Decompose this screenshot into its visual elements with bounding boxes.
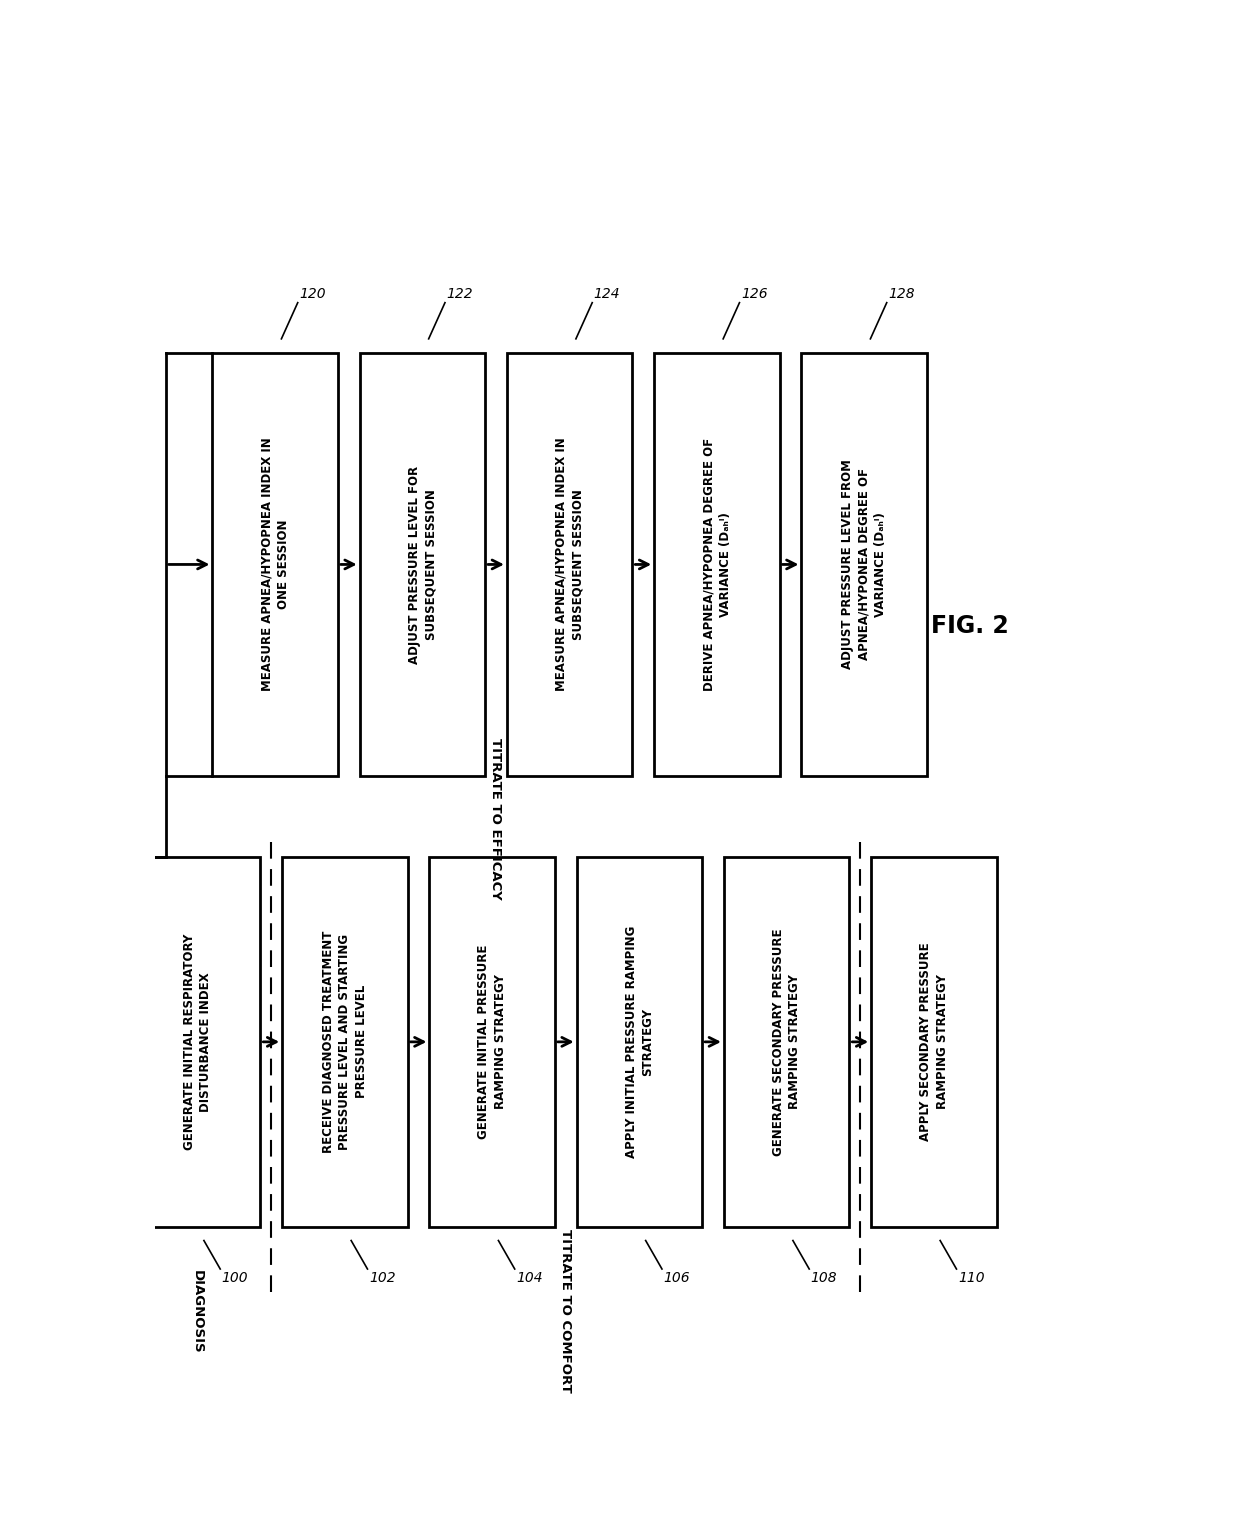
Text: 104: 104 bbox=[516, 1270, 543, 1284]
Text: 126: 126 bbox=[742, 287, 768, 301]
Bar bbox=[212, 353, 337, 776]
Text: GENERATE INITIAL PRESSURE
RAMPING STRATEGY: GENERATE INITIAL PRESSURE RAMPING STRATE… bbox=[477, 945, 507, 1140]
Text: DIAGNOSIS: DIAGNOSIS bbox=[191, 1270, 205, 1353]
Bar bbox=[801, 353, 928, 776]
Bar bbox=[283, 858, 408, 1227]
Text: MEASURE APNEA/HYPOPNEA INDEX IN
ONE SESSION: MEASURE APNEA/HYPOPNEA INDEX IN ONE SESS… bbox=[260, 437, 290, 692]
Bar bbox=[429, 858, 556, 1227]
Text: 120: 120 bbox=[299, 287, 326, 301]
Bar bbox=[360, 353, 485, 776]
Text: APPLY INITIAL PRESSURE RAMPING
STRATEGY: APPLY INITIAL PRESSURE RAMPING STRATEGY bbox=[625, 925, 655, 1158]
Text: 124: 124 bbox=[594, 287, 620, 301]
Text: APPLY SECONDARY PRESSURE
RAMPING STRATEGY: APPLY SECONDARY PRESSURE RAMPING STRATEG… bbox=[919, 942, 949, 1141]
Text: 108: 108 bbox=[811, 1270, 837, 1284]
Text: 110: 110 bbox=[959, 1270, 985, 1284]
Text: 100: 100 bbox=[222, 1270, 248, 1284]
Text: DERIVE APNEA/HYPOPNEA DEGREE OF
VARIANCE (Dₐₕᴵ): DERIVE APNEA/HYPOPNEA DEGREE OF VARIANCE… bbox=[702, 437, 732, 690]
Text: GENERATE INITIAL RESPIRATORY
DISTURBANCE INDEX: GENERATE INITIAL RESPIRATORY DISTURBANCE… bbox=[182, 934, 212, 1150]
Text: 128: 128 bbox=[888, 287, 915, 301]
Text: GENERATE SECONDARY PRESSURE
RAMPING STRATEGY: GENERATE SECONDARY PRESSURE RAMPING STRA… bbox=[771, 928, 801, 1155]
Bar bbox=[135, 858, 260, 1227]
Bar bbox=[655, 353, 780, 776]
Text: 102: 102 bbox=[370, 1270, 396, 1284]
Text: RECEIVE DIAGNOSED TREATMENT
PRESSURE LEVEL AND STARTING
PRESSURE LEVEL: RECEIVE DIAGNOSED TREATMENT PRESSURE LEV… bbox=[322, 931, 368, 1154]
Bar bbox=[507, 353, 632, 776]
Text: MEASURE APNEA/HYPOPNEA INDEX IN
SUBSEQUENT SESSION: MEASURE APNEA/HYPOPNEA INDEX IN SUBSEQUE… bbox=[554, 437, 584, 692]
Bar bbox=[870, 858, 997, 1227]
Text: TITRATE TO EFFICACY: TITRATE TO EFFICACY bbox=[490, 738, 502, 899]
Text: ADJUST PRESSURE LEVEL FOR
SUBSEQUENT SESSION: ADJUST PRESSURE LEVEL FOR SUBSEQUENT SES… bbox=[408, 465, 438, 664]
Text: TITRATE TO COMFORT: TITRATE TO COMFORT bbox=[559, 1229, 572, 1393]
Text: ADJUST PRESSURE LEVEL FROM
APNEA/HYPONEA DEGREE OF
VARIANCE (Dₐₕᴵ): ADJUST PRESSURE LEVEL FROM APNEA/HYPONEA… bbox=[841, 460, 887, 669]
Bar bbox=[724, 858, 849, 1227]
Text: FIG. 2: FIG. 2 bbox=[931, 614, 1008, 638]
Text: 106: 106 bbox=[663, 1270, 691, 1284]
Bar bbox=[577, 858, 702, 1227]
Text: 122: 122 bbox=[446, 287, 474, 301]
